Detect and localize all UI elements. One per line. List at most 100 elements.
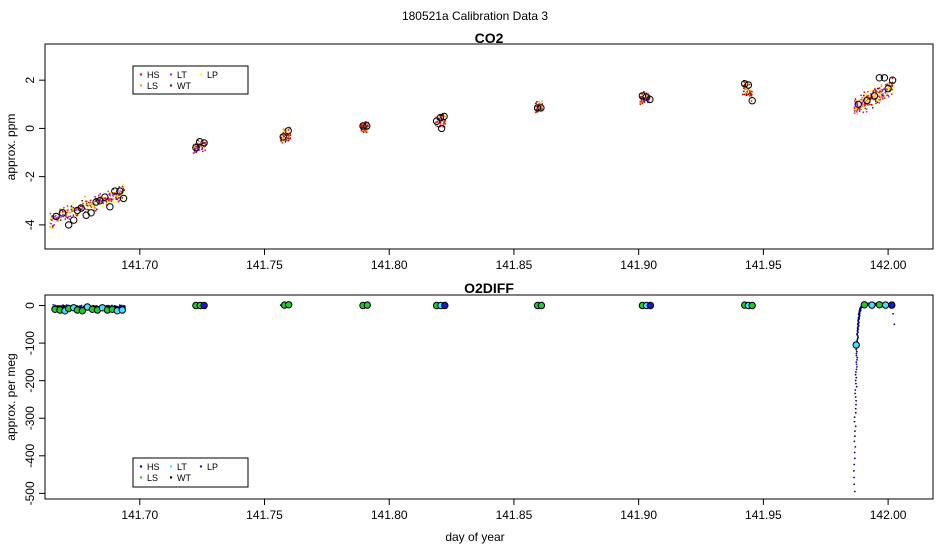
co2-data-point [362,130,364,133]
co2-legend-swatch [169,73,173,76]
o2diff-y-tick-label: -200 [23,368,37,392]
co2-x-tick-label: 141.85 [496,258,533,272]
co2-mean-marker [741,80,749,88]
co2-data-point [865,101,868,103]
co2-data-point [858,110,861,112]
co2-data-point [122,187,125,190]
co2-data-point [361,126,364,129]
co2-data-point [287,134,289,137]
o2diff-drift-point [855,361,858,363]
co2-data-point [110,200,113,203]
co2-data-point [745,92,748,95]
co2-mean-marker [200,139,208,147]
o2diff-data-point [116,305,118,308]
o2diff-legend-swatch [139,476,143,479]
co2-data-point [874,84,876,87]
co2-x-tick-label: 141.95 [745,258,782,272]
co2-data-point [88,204,91,207]
co2-mean-marker [863,97,871,105]
o2diff-drift-point [854,430,856,432]
o2diff-drift-point [854,389,857,391]
o2diff-drift-point [856,359,858,361]
figure-title: 180521a Calibration Data 3 [402,9,548,23]
co2-data-point [118,199,121,202]
o2diff-data-point [52,304,55,306]
co2-data-point [880,85,883,88]
co2-x-tick-label: 141.90 [620,258,657,272]
co2-data-point [283,135,285,138]
co2-data-point [879,92,882,94]
co2-data-point [90,206,93,209]
co2-mean-marker [359,122,367,130]
co2-data-point [865,110,868,113]
co2-mean-marker [884,84,892,93]
co2-data-point [541,105,543,107]
co2-legend-swatch [139,73,143,76]
o2diff-y-tick-label: -100 [23,331,37,355]
o2diff-x-tick-label: 141.75 [246,508,283,522]
co2-mean-marker [646,95,654,104]
co2-data-point [101,205,104,208]
o2diff-y-tick-label: 0 [23,302,37,309]
o2diff-y-tick-label: -400 [23,443,37,467]
co2-data-point [196,146,198,148]
co2-legend-label: LP [207,70,218,80]
o2diff-x-tick-label: 142.00 [870,508,907,522]
co2-data-point [66,209,69,212]
co2-mean-marker [87,209,95,217]
co2-mean-marker [888,76,897,84]
co2-data-point [875,91,878,93]
co2-data-point [51,227,54,230]
o2diff-outlier-point [892,312,894,315]
co2-data-point [100,201,102,204]
o2diff-legend-label: LP [207,462,218,472]
co2-mean-marker [880,74,889,82]
co2-mean-marker [744,81,753,89]
o2diff-panel: O2DIFF 141.70 141.75 141.80 141.85 141.90 141… [4,280,934,522]
co2-data-point [867,98,869,101]
co2-data-point [434,121,437,124]
co2-data-point [643,91,645,93]
co2-data-point [63,206,65,209]
co2-mean-marker [870,92,879,100]
co2-mean-marker [279,133,287,141]
co2-data-point [741,93,744,96]
co2-legend-label: HS [147,70,160,80]
co2-data-point [862,94,865,97]
co2-data-point [116,198,118,201]
o2diff-drift-point [853,451,856,454]
co2-data-point [91,205,94,208]
co2-data-point [85,200,87,203]
o2diff-drift-point [856,350,858,353]
co2-data-point [81,206,84,209]
co2-data-point [285,130,288,132]
co2-data-point [68,218,71,221]
co2-x-tick-label: 141.70 [121,258,158,272]
o2diff-x-tick-label: 141.90 [620,508,657,522]
co2-data-point [201,150,204,153]
co2-data-point [54,215,56,218]
o2diff-data-point [62,304,64,307]
co2-data-point [861,101,864,103]
co2-data-point [743,87,745,90]
o2diff-drift-point [854,411,857,414]
co2-mean-marker [196,138,204,146]
o2diff-mean-marker [78,307,87,315]
co2-data-point [365,131,368,134]
co2-y-tick-label: -2 [23,171,37,182]
co2-mean-marker [537,104,545,112]
co2-data-point [869,97,872,100]
o2diff-drift-point [856,337,859,340]
co2-data-point [872,104,875,106]
co2-data-point [877,99,879,102]
co2-data-point [854,112,856,114]
co2-data-point [111,198,114,201]
co2-mean-marker [642,93,650,101]
co2-data-point [112,198,115,200]
co2-data-point [108,193,110,196]
co2-data-point [84,195,86,198]
co2-data-point [121,185,124,188]
o2diff-y-tick-label: -500 [23,481,37,505]
o2diff-drift-point [855,354,858,357]
co2-mean-marker [875,74,884,82]
